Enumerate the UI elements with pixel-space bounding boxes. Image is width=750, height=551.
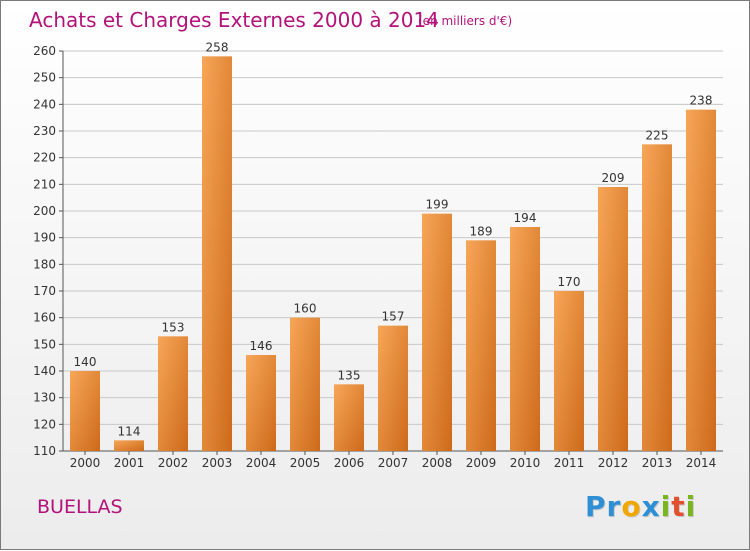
- y-tick-label: 160: [33, 311, 56, 325]
- commune-name: BUELLAS: [37, 496, 123, 518]
- y-tick-label: 200: [33, 204, 56, 218]
- x-tick-label: 2011: [554, 456, 585, 470]
- bars: [70, 56, 716, 452]
- y-tick-label: 210: [33, 177, 56, 191]
- x-tick-labels: 2000 2001 2002 2003 2004 2005 2006 2007 2008 2009…: [70, 456, 717, 470]
- x-tick-label: 2004: [246, 456, 277, 470]
- logo-letter: t: [671, 490, 686, 523]
- bar-value-label: 114: [118, 424, 141, 438]
- unit-note: (en milliers d'€): [418, 14, 513, 28]
- y-tick-label: 150: [33, 337, 56, 351]
- bar: [202, 56, 232, 451]
- bar: [510, 227, 540, 451]
- logo-letter: o: [621, 490, 642, 523]
- y-tick-label: 220: [33, 151, 56, 165]
- proxiti-logo[interactable]: Proxiti: [585, 490, 696, 523]
- bar: [554, 291, 584, 451]
- logo-letter: x: [641, 490, 661, 523]
- logo-letter: i: [685, 490, 697, 523]
- bar-value-label: 194: [514, 211, 537, 225]
- y-tick-label: 130: [33, 391, 56, 405]
- y-tick-label: 260: [33, 44, 56, 58]
- y-tick-label: 140: [33, 364, 56, 378]
- y-tick-labels: 110 120 130 140 150 160 170 180 190 200 210 220 230 2…: [33, 44, 56, 458]
- logo-letter: P: [585, 490, 607, 523]
- bar: [378, 325, 408, 451]
- bar: [114, 440, 144, 451]
- bar: [158, 336, 188, 451]
- bar-value-label: 225: [646, 128, 669, 142]
- bar-value-label: 135: [338, 368, 361, 382]
- logo-letter: i: [660, 490, 672, 523]
- chart-title: Achats et Charges Externes 2000 à 2014: [29, 8, 439, 32]
- bar-value-label: 157: [382, 310, 405, 324]
- x-tick-label: 2014: [686, 456, 717, 470]
- x-tick-label: 2005: [290, 456, 321, 470]
- x-tick-label: 2007: [378, 456, 409, 470]
- bar-value-label: 209: [602, 171, 625, 185]
- bar-value-label: 140: [74, 355, 97, 369]
- bar-value-labels: 140 114 153 258 146 160 135 157 199 189 194 170 209 2…: [74, 40, 713, 438]
- x-tick-label: 2001: [114, 456, 145, 470]
- x-tick-label: 2008: [422, 456, 453, 470]
- y-tick-label: 190: [33, 231, 56, 245]
- bar-value-label: 238: [690, 94, 713, 108]
- y-tick-label: 230: [33, 124, 56, 138]
- bar-value-label: 189: [470, 224, 493, 238]
- bar-value-label: 199: [426, 198, 449, 212]
- bar-value-label: 258: [206, 40, 229, 54]
- x-tick-label: 2013: [642, 456, 673, 470]
- bar-value-label: 153: [162, 320, 185, 334]
- logo-letter: r: [606, 490, 622, 523]
- bar-value-label: 170: [558, 275, 581, 289]
- bar-value-label: 146: [250, 339, 273, 353]
- bar: [334, 384, 364, 451]
- bar: [70, 371, 100, 451]
- x-tick-label: 2006: [334, 456, 365, 470]
- y-tick-label: 120: [33, 417, 56, 431]
- x-tick-label: 2009: [466, 456, 497, 470]
- y-tick-label: 180: [33, 257, 56, 271]
- bar: [422, 213, 452, 451]
- bar: [642, 144, 672, 452]
- x-tick-label: 2010: [510, 456, 541, 470]
- x-tick-label: 2003: [202, 456, 233, 470]
- x-tick-label: 2000: [70, 456, 101, 470]
- x-tick-label: 2012: [598, 456, 629, 470]
- x-tick-label: 2002: [158, 456, 189, 470]
- y-tick-label: 110: [33, 444, 56, 458]
- y-tick-label: 170: [33, 284, 56, 298]
- y-tick-label: 240: [33, 97, 56, 111]
- bar: [686, 109, 716, 452]
- bar: [246, 355, 276, 451]
- bar: [466, 240, 496, 451]
- bar-value-label: 160: [294, 302, 317, 316]
- y-tick-label: 250: [33, 71, 56, 85]
- bar: [290, 317, 320, 451]
- bar: [598, 187, 628, 451]
